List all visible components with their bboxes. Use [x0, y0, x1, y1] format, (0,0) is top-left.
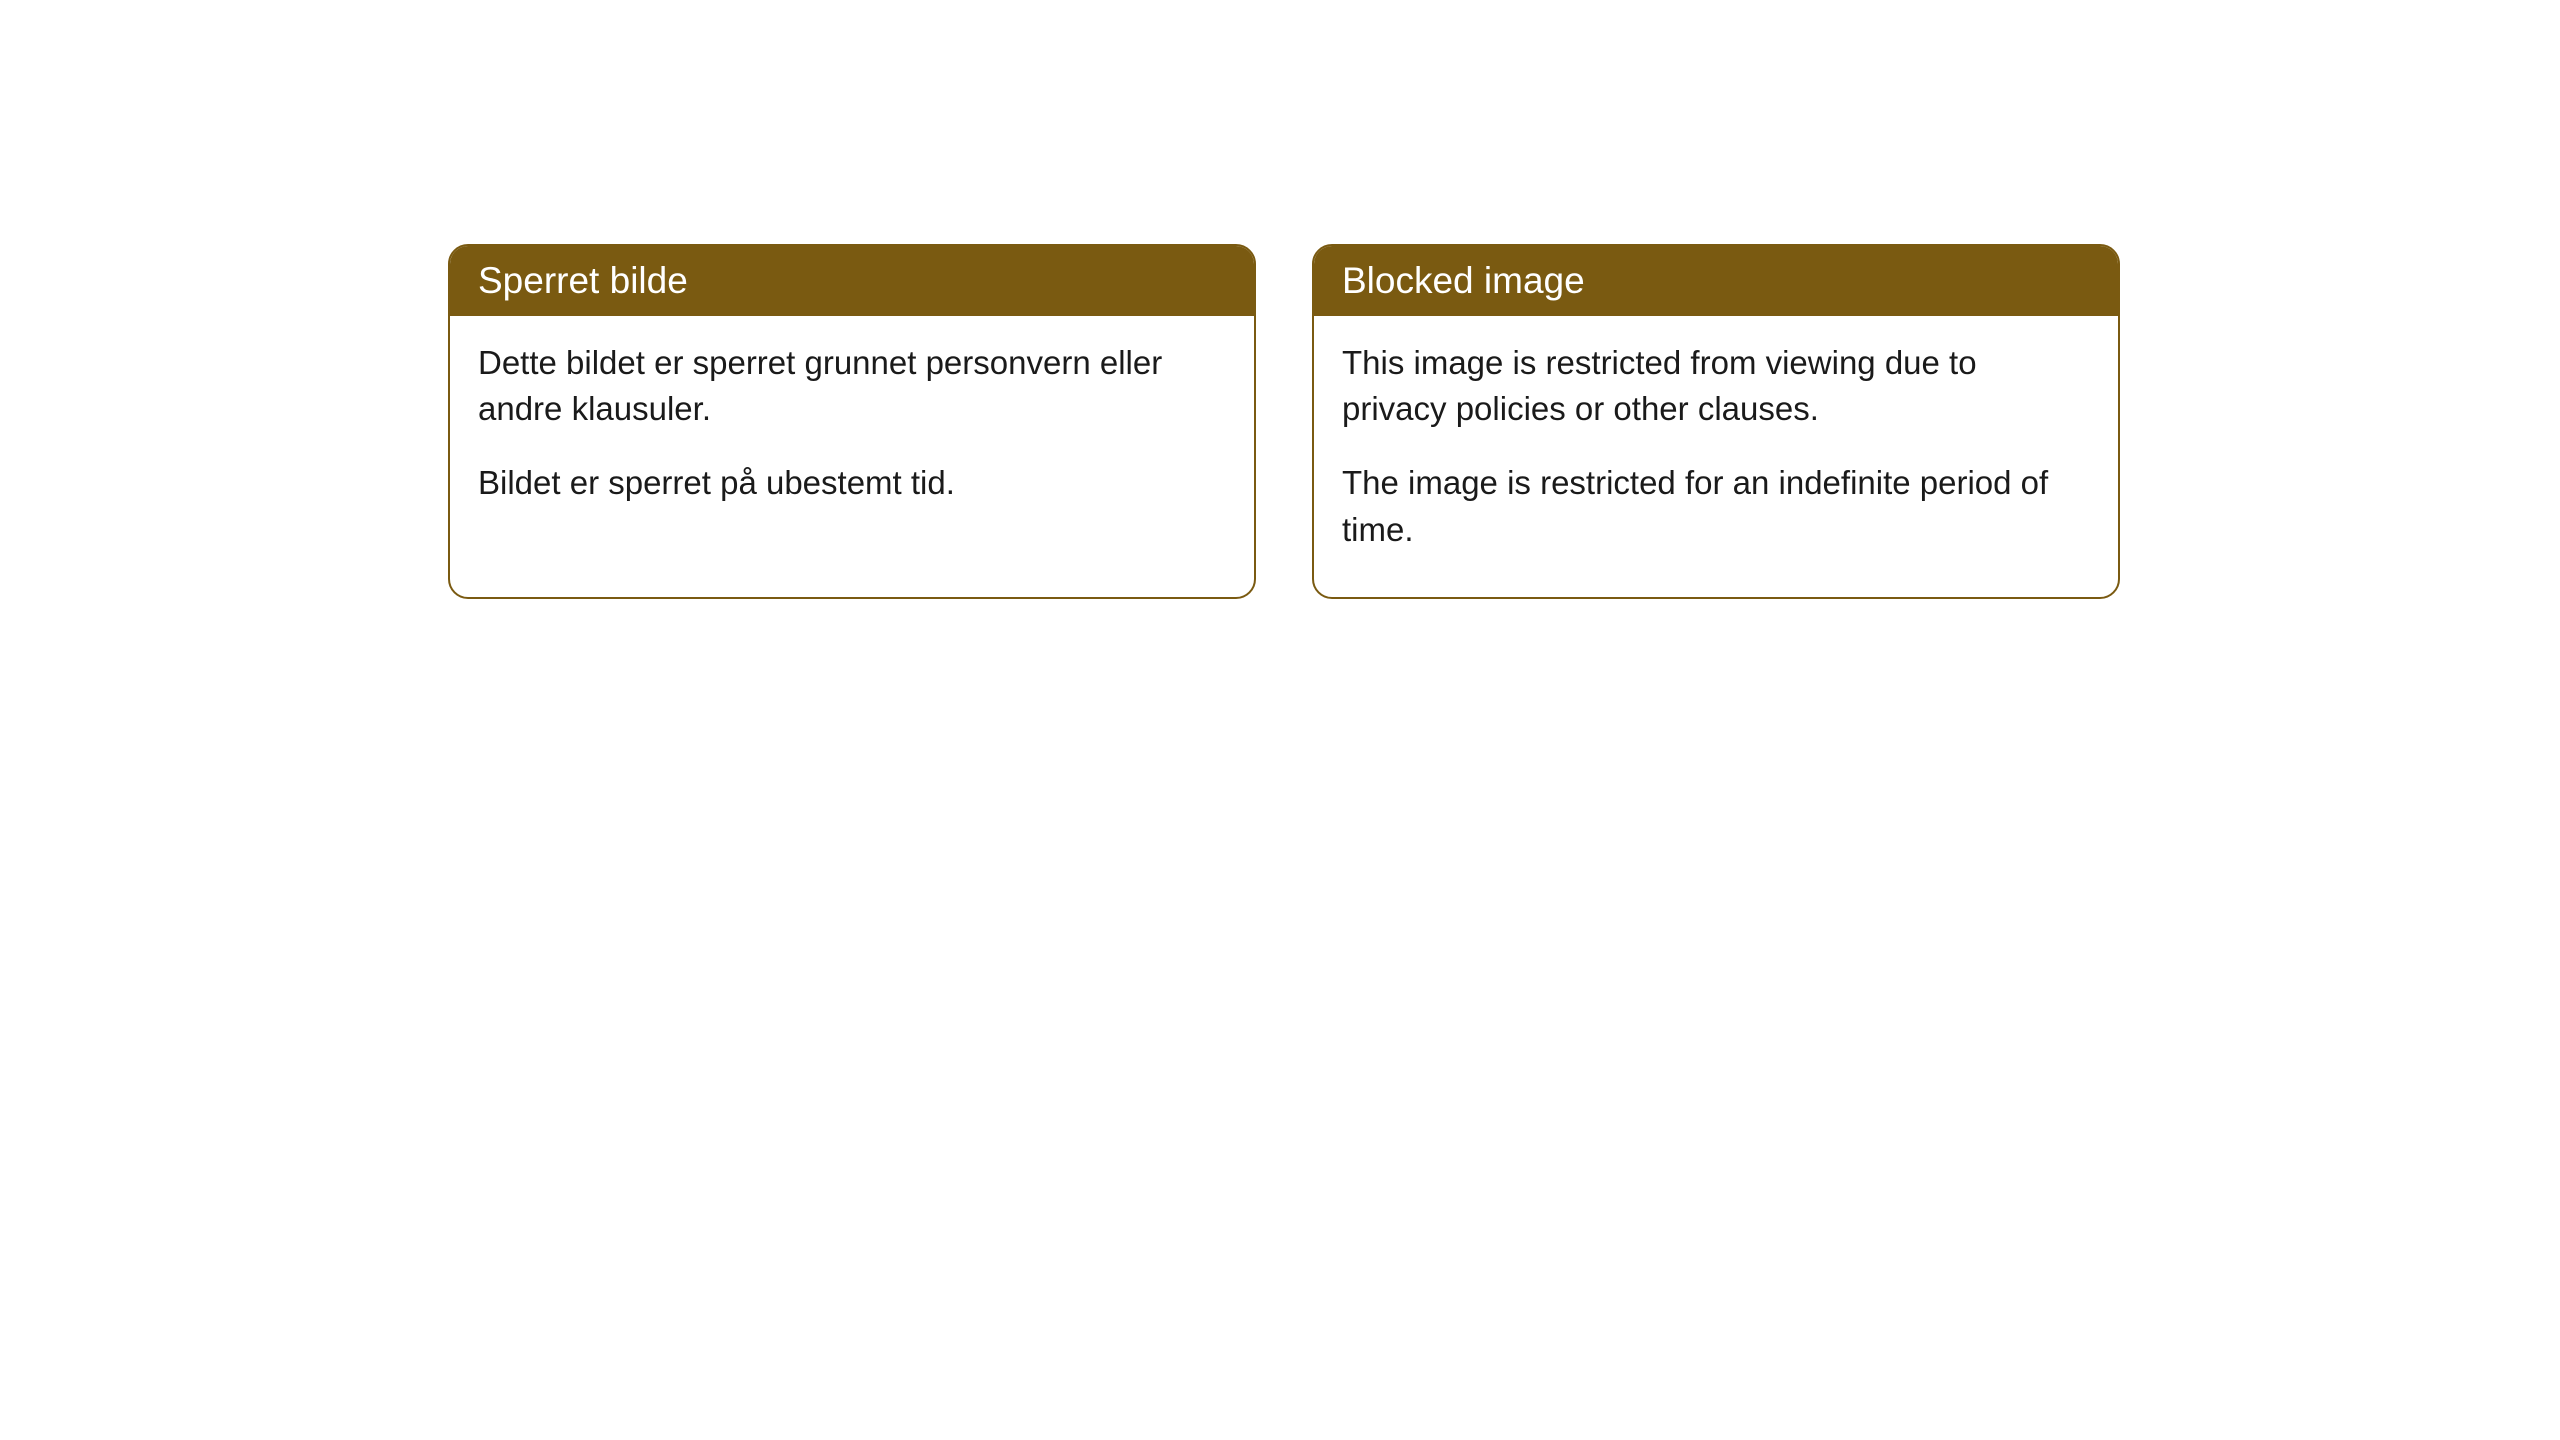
notice-card-norwegian: Sperret bilde Dette bildet er sperret gr… — [448, 244, 1256, 599]
notice-card-english: Blocked image This image is restricted f… — [1312, 244, 2120, 599]
notice-paragraph: Dette bildet er sperret grunnet personve… — [478, 340, 1226, 432]
notice-paragraph: This image is restricted from viewing du… — [1342, 340, 2090, 432]
notice-cards-container: Sperret bilde Dette bildet er sperret gr… — [448, 244, 2120, 599]
card-body: Dette bildet er sperret grunnet personve… — [450, 316, 1254, 551]
notice-paragraph: Bildet er sperret på ubestemt tid. — [478, 460, 1226, 506]
card-title: Sperret bilde — [450, 246, 1254, 316]
card-title: Blocked image — [1314, 246, 2118, 316]
notice-paragraph: The image is restricted for an indefinit… — [1342, 460, 2090, 552]
card-body: This image is restricted from viewing du… — [1314, 316, 2118, 597]
